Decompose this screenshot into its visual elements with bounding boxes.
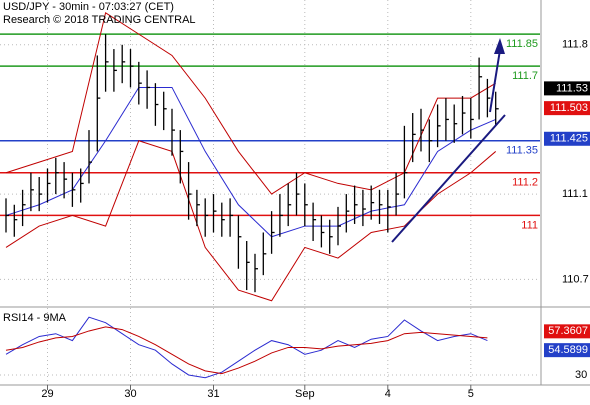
price-marker-label: 111.503 xyxy=(550,102,588,114)
rsi-marker-label: 57.3607 xyxy=(548,325,588,337)
level-label-bg xyxy=(503,218,540,232)
price-marker xyxy=(544,81,590,96)
rsi-marker xyxy=(544,343,590,358)
rsi-line xyxy=(5,316,488,379)
x-tick-label: 31 xyxy=(207,388,219,400)
price-marker-label: 111.425 xyxy=(550,133,588,145)
level-label-bg xyxy=(503,175,540,189)
y-tick-label: 111.1 xyxy=(562,188,588,200)
x-tick-label: 30 xyxy=(124,388,136,400)
rsi-marker xyxy=(544,324,590,339)
x-tick-label: Sep xyxy=(295,388,315,400)
price-marker-label: 111.53 xyxy=(556,82,588,94)
rsi-title: RSI14 - 9MA xyxy=(3,312,67,324)
level-label: 111 xyxy=(521,219,538,231)
x-tick-label: 4 xyxy=(385,388,391,400)
level-label: 111.85 xyxy=(506,38,538,50)
arrow xyxy=(489,49,501,113)
level-label: 111.35 xyxy=(506,145,538,157)
level-label-bg xyxy=(503,69,540,83)
arrow-head xyxy=(494,38,505,54)
x-tick-label: 29 xyxy=(41,388,53,400)
chart-subtitle: Research © 2018 TRADING CENTRAL xyxy=(3,14,196,26)
y-tick-label: 110.7 xyxy=(562,273,589,285)
trend-line xyxy=(391,114,506,243)
level-label: 111.2 xyxy=(512,177,538,189)
price-marker xyxy=(544,101,590,116)
rsi-marker-label: 54.5899 xyxy=(548,344,588,356)
level-label-bg xyxy=(503,37,540,51)
y-tick-label: 111.8 xyxy=(562,39,588,51)
x-tick-label: 5 xyxy=(468,388,474,400)
level-label-bg xyxy=(503,143,540,157)
chart-title: USD/JPY - 30min - 07:03:27 (CET) xyxy=(3,1,174,13)
y-tick-label: 30 xyxy=(575,369,587,381)
price-marker xyxy=(544,131,590,146)
rsi-line xyxy=(5,326,488,375)
level-label: 111.7 xyxy=(512,70,538,82)
